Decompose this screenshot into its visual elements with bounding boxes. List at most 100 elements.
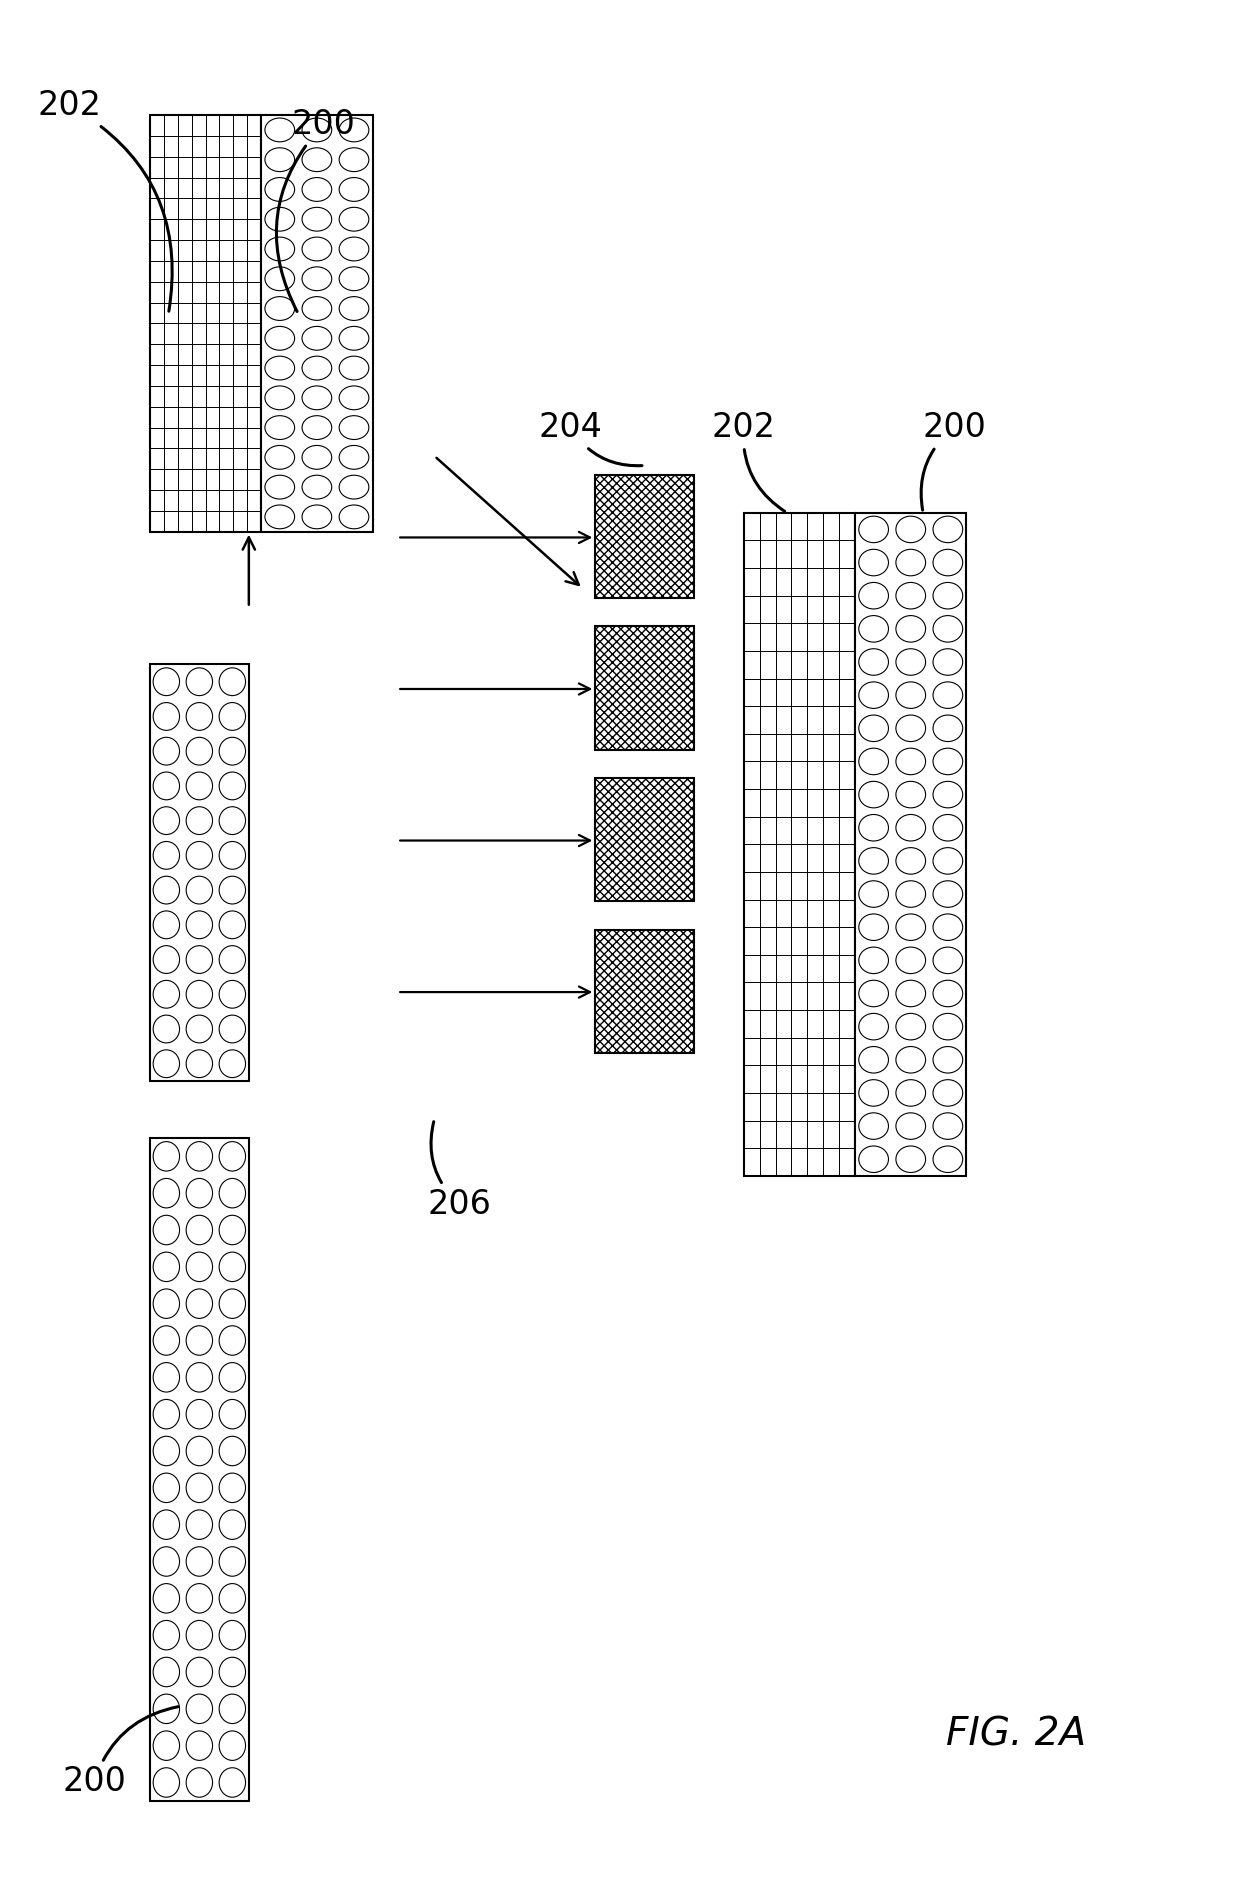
Ellipse shape	[897, 715, 925, 742]
Ellipse shape	[154, 1768, 180, 1796]
Ellipse shape	[186, 1768, 212, 1796]
Bar	[595, 474, 694, 598]
Ellipse shape	[932, 1146, 962, 1172]
Ellipse shape	[219, 1584, 246, 1612]
Ellipse shape	[186, 1474, 212, 1502]
Ellipse shape	[897, 814, 925, 840]
Ellipse shape	[219, 1510, 246, 1538]
Ellipse shape	[859, 1013, 889, 1040]
Bar	[150, 1138, 249, 1800]
Ellipse shape	[265, 476, 295, 499]
Ellipse shape	[154, 911, 180, 939]
Ellipse shape	[932, 914, 962, 941]
Text: 202: 202	[712, 412, 785, 512]
Text: 202: 202	[37, 89, 172, 311]
Bar	[595, 626, 694, 749]
Ellipse shape	[303, 267, 332, 290]
Ellipse shape	[219, 842, 246, 869]
Ellipse shape	[859, 914, 889, 941]
Ellipse shape	[154, 1288, 180, 1318]
Ellipse shape	[897, 947, 925, 973]
Ellipse shape	[219, 1326, 246, 1354]
Ellipse shape	[932, 681, 962, 708]
Ellipse shape	[340, 357, 368, 379]
Ellipse shape	[219, 1142, 246, 1170]
Text: 200: 200	[62, 1707, 179, 1798]
Ellipse shape	[154, 1216, 180, 1244]
Ellipse shape	[859, 550, 889, 577]
Ellipse shape	[265, 357, 295, 379]
Ellipse shape	[186, 1694, 212, 1724]
Ellipse shape	[265, 207, 295, 231]
Ellipse shape	[265, 326, 295, 351]
Ellipse shape	[219, 772, 246, 801]
Ellipse shape	[932, 715, 962, 742]
Ellipse shape	[154, 738, 180, 764]
Ellipse shape	[154, 947, 180, 973]
Ellipse shape	[154, 772, 180, 801]
Ellipse shape	[932, 649, 962, 675]
Ellipse shape	[932, 848, 962, 875]
Ellipse shape	[219, 1049, 246, 1077]
Ellipse shape	[265, 118, 295, 142]
Ellipse shape	[340, 385, 368, 410]
Ellipse shape	[186, 806, 212, 835]
Bar	[595, 626, 694, 749]
Ellipse shape	[154, 1178, 180, 1208]
Ellipse shape	[932, 1013, 962, 1040]
Ellipse shape	[154, 1436, 180, 1466]
Ellipse shape	[859, 681, 889, 708]
Ellipse shape	[186, 1362, 212, 1392]
Bar	[262, 116, 372, 531]
Ellipse shape	[859, 1146, 889, 1172]
Ellipse shape	[897, 981, 925, 1007]
Ellipse shape	[897, 914, 925, 941]
Ellipse shape	[186, 1216, 212, 1244]
Ellipse shape	[186, 1288, 212, 1318]
Ellipse shape	[303, 207, 332, 231]
Ellipse shape	[219, 1252, 246, 1282]
Ellipse shape	[219, 702, 246, 730]
Ellipse shape	[897, 1114, 925, 1140]
Bar	[595, 474, 694, 598]
Ellipse shape	[340, 118, 368, 142]
Ellipse shape	[303, 237, 332, 262]
Ellipse shape	[303, 476, 332, 499]
Ellipse shape	[154, 981, 180, 1007]
Text: 200: 200	[277, 108, 355, 311]
Ellipse shape	[186, 981, 212, 1007]
Ellipse shape	[897, 880, 925, 907]
Ellipse shape	[859, 814, 889, 840]
Ellipse shape	[265, 505, 295, 529]
Ellipse shape	[219, 668, 246, 696]
Ellipse shape	[219, 947, 246, 973]
Ellipse shape	[154, 1142, 180, 1170]
Ellipse shape	[186, 1049, 212, 1077]
Ellipse shape	[154, 1362, 180, 1392]
Ellipse shape	[340, 207, 368, 231]
Ellipse shape	[186, 842, 212, 869]
Ellipse shape	[932, 550, 962, 577]
Ellipse shape	[186, 702, 212, 730]
Ellipse shape	[154, 702, 180, 730]
Ellipse shape	[932, 981, 962, 1007]
Ellipse shape	[186, 1142, 212, 1170]
Ellipse shape	[932, 947, 962, 973]
Ellipse shape	[186, 1400, 212, 1428]
Ellipse shape	[186, 876, 212, 905]
Ellipse shape	[859, 516, 889, 543]
Ellipse shape	[897, 747, 925, 774]
Ellipse shape	[219, 1288, 246, 1318]
Ellipse shape	[219, 1658, 246, 1686]
Ellipse shape	[340, 237, 368, 262]
Ellipse shape	[859, 617, 889, 641]
Ellipse shape	[932, 1047, 962, 1074]
Ellipse shape	[186, 1436, 212, 1466]
Ellipse shape	[154, 1326, 180, 1354]
Ellipse shape	[154, 1049, 180, 1077]
Ellipse shape	[186, 1546, 212, 1576]
Ellipse shape	[154, 842, 180, 869]
Ellipse shape	[219, 1474, 246, 1502]
Ellipse shape	[219, 911, 246, 939]
Bar	[595, 930, 694, 1053]
